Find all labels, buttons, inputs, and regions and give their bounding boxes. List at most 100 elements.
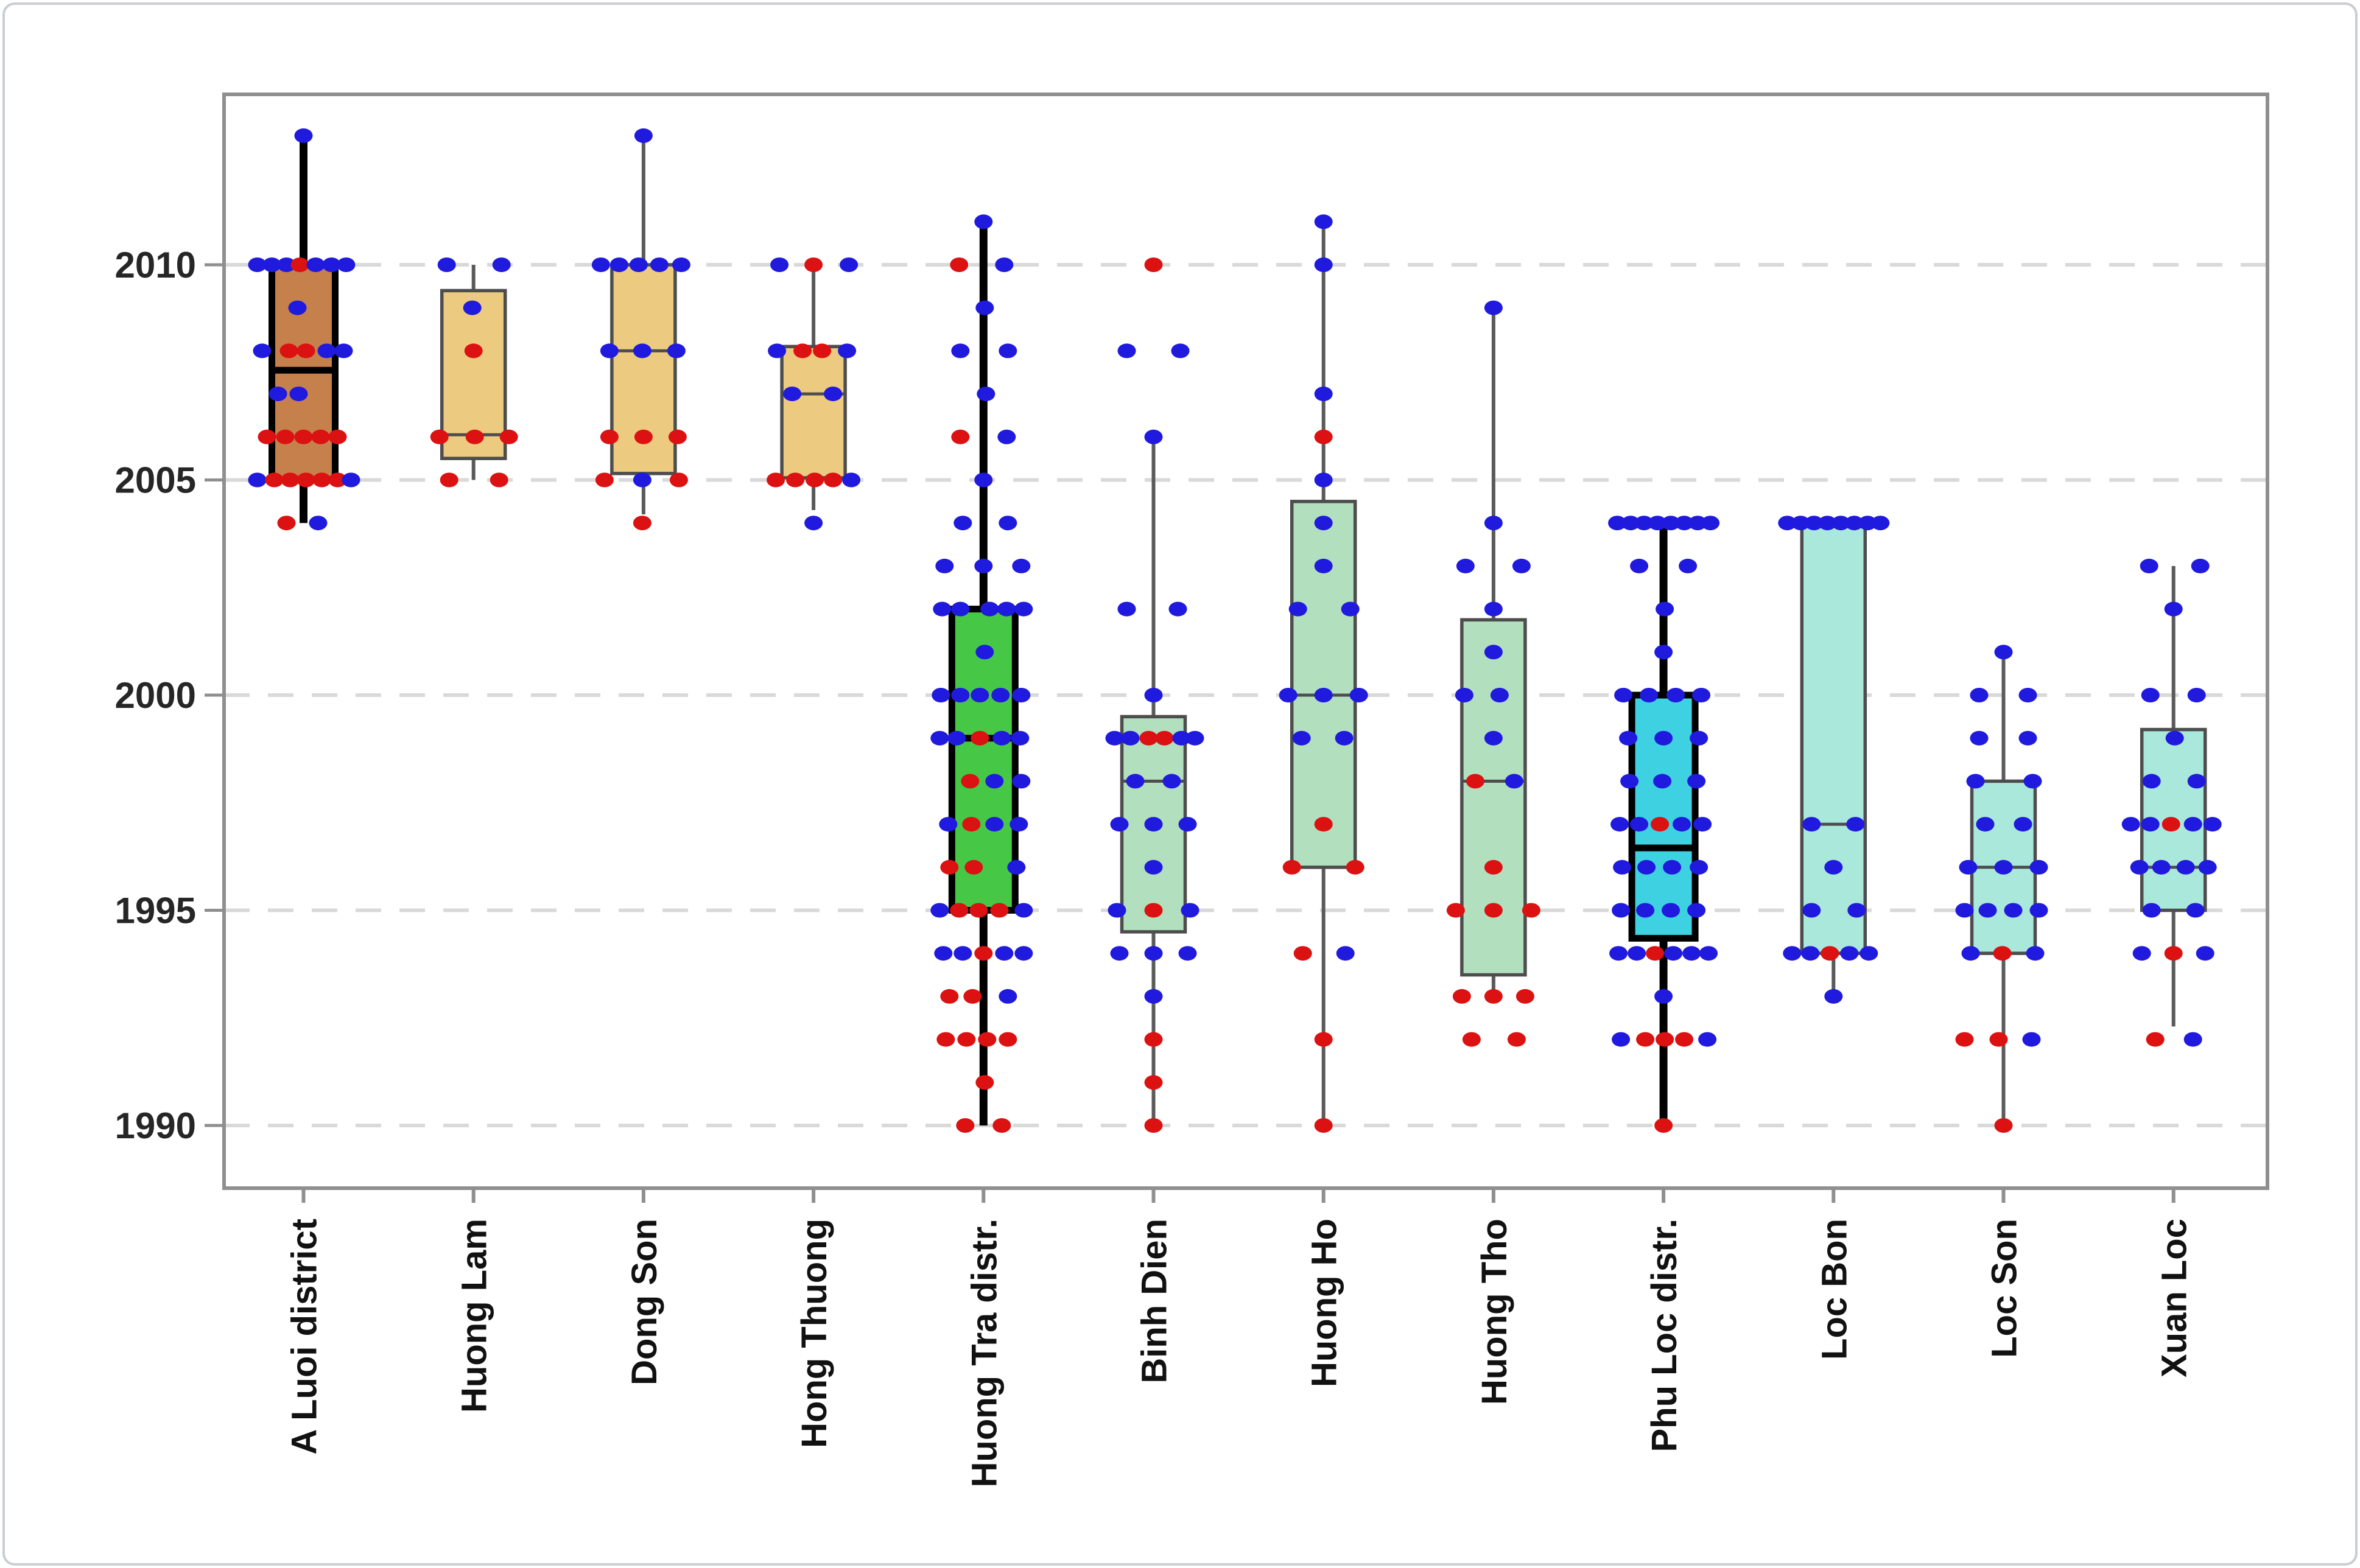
data-point-blue — [253, 343, 272, 359]
data-point-blue — [1484, 601, 1503, 617]
data-point-blue — [2142, 903, 2161, 918]
data-point-red — [1522, 903, 1540, 918]
data-point-red — [311, 429, 330, 444]
data-point-blue — [1336, 946, 1355, 961]
data-point-blue — [2130, 859, 2149, 875]
box-rect — [1290, 500, 1357, 869]
data-point-blue — [1663, 859, 1682, 875]
data-point-blue — [1860, 946, 1878, 961]
data-point-blue — [2187, 774, 2206, 789]
data-point-blue — [1679, 558, 1698, 573]
data-point-blue — [2141, 688, 2160, 702]
x-category-label: Huong Lam — [455, 1219, 494, 1413]
data-point-blue — [1162, 774, 1181, 789]
data-point-red — [806, 472, 824, 488]
data-point-blue — [974, 472, 993, 488]
data-point-blue — [1144, 817, 1163, 832]
data-point-blue — [1012, 688, 1031, 702]
data-point-red — [1651, 817, 1670, 832]
data-point-blue — [1456, 558, 1475, 573]
data-point-blue — [1168, 601, 1187, 617]
data-point-blue — [1688, 516, 1707, 531]
data-point-blue — [2018, 688, 2037, 702]
data-point-blue — [951, 688, 970, 702]
data-point-blue — [1613, 859, 1632, 875]
data-point-blue — [1490, 688, 1509, 702]
data-point-blue — [2142, 774, 2161, 789]
x-category-label: Binh Dien — [1135, 1219, 1175, 1384]
data-point-red — [767, 472, 785, 488]
data-point-blue — [1185, 730, 1204, 746]
data-point-blue — [2187, 688, 2206, 702]
data-point-red — [2146, 1032, 2165, 1047]
x-category-label: Huong Ho — [1305, 1219, 1344, 1387]
data-point-blue — [997, 429, 1016, 444]
data-point-blue — [980, 601, 999, 617]
data-point-blue — [248, 257, 267, 272]
data-point-red — [1314, 429, 1333, 444]
box-group-a-luoi-district — [248, 128, 360, 531]
data-point-red — [975, 1075, 994, 1090]
data-point-blue — [1673, 817, 1691, 832]
data-point-blue — [1805, 516, 1824, 531]
data-point-blue — [629, 257, 648, 272]
data-point-blue — [2183, 817, 2202, 832]
data-point-blue — [1824, 859, 1843, 875]
data-point-blue — [1666, 688, 1685, 702]
data-point-blue — [1110, 817, 1129, 832]
data-point-blue — [1314, 387, 1333, 402]
data-point-red — [1466, 774, 1484, 789]
data-point-blue — [1970, 730, 1989, 746]
data-point-blue — [633, 472, 651, 488]
data-point-blue — [1144, 946, 1163, 961]
data-point-blue — [974, 214, 993, 229]
data-point-blue — [1609, 946, 1628, 961]
box-group-huong-tho — [1446, 300, 1540, 1047]
data-point-blue — [930, 903, 949, 918]
data-point-blue — [1314, 516, 1333, 531]
data-point-blue — [974, 558, 993, 573]
box-group-loc-son — [1955, 645, 2048, 1133]
data-point-blue — [1824, 989, 1843, 1004]
data-point-blue — [1654, 730, 1673, 746]
data-point-blue — [1505, 774, 1523, 789]
box-group-loc-bon — [1778, 516, 1890, 1004]
data-point-blue — [672, 257, 690, 272]
box-group-huong-tra-distr- — [930, 214, 1033, 1133]
y-tick-label: 1995 — [115, 891, 196, 931]
data-point-blue — [985, 774, 1004, 789]
data-point-red — [1993, 946, 2012, 961]
data-point-blue — [2196, 946, 2214, 961]
data-point-blue — [1117, 601, 1136, 617]
data-point-red — [1314, 1118, 1333, 1133]
data-point-red — [1515, 989, 1534, 1004]
data-point-blue — [985, 817, 1004, 832]
box-group-xuan-loc — [2121, 558, 2222, 1047]
data-point-blue — [309, 516, 328, 531]
data-point-red — [1144, 903, 1163, 918]
data-point-red — [992, 1118, 1011, 1133]
box-group-huong-lam — [430, 257, 518, 488]
data-point-blue — [1314, 257, 1333, 272]
data-point-blue — [2165, 730, 2184, 746]
data-point-blue — [1845, 516, 1864, 531]
data-point-blue — [2132, 946, 2151, 961]
data-point-blue — [667, 343, 686, 359]
data-point-red — [1484, 989, 1503, 1004]
data-point-blue — [1687, 774, 1706, 789]
data-point-red — [276, 429, 295, 444]
data-point-red — [964, 859, 983, 875]
data-point-blue — [934, 946, 953, 961]
data-point-blue — [975, 300, 994, 315]
x-category-label: Loc Bon — [1814, 1219, 1854, 1360]
data-point-blue — [999, 343, 1017, 359]
data-point-blue — [1675, 516, 1694, 531]
data-point-blue — [1630, 817, 1649, 832]
data-point-blue — [1126, 774, 1145, 789]
data-point-blue — [1662, 903, 1680, 918]
data-point-blue — [1690, 859, 1709, 875]
data-point-red — [1282, 859, 1301, 875]
data-point-red — [499, 429, 518, 444]
data-point-blue — [840, 257, 859, 272]
data-point-red — [962, 817, 981, 832]
